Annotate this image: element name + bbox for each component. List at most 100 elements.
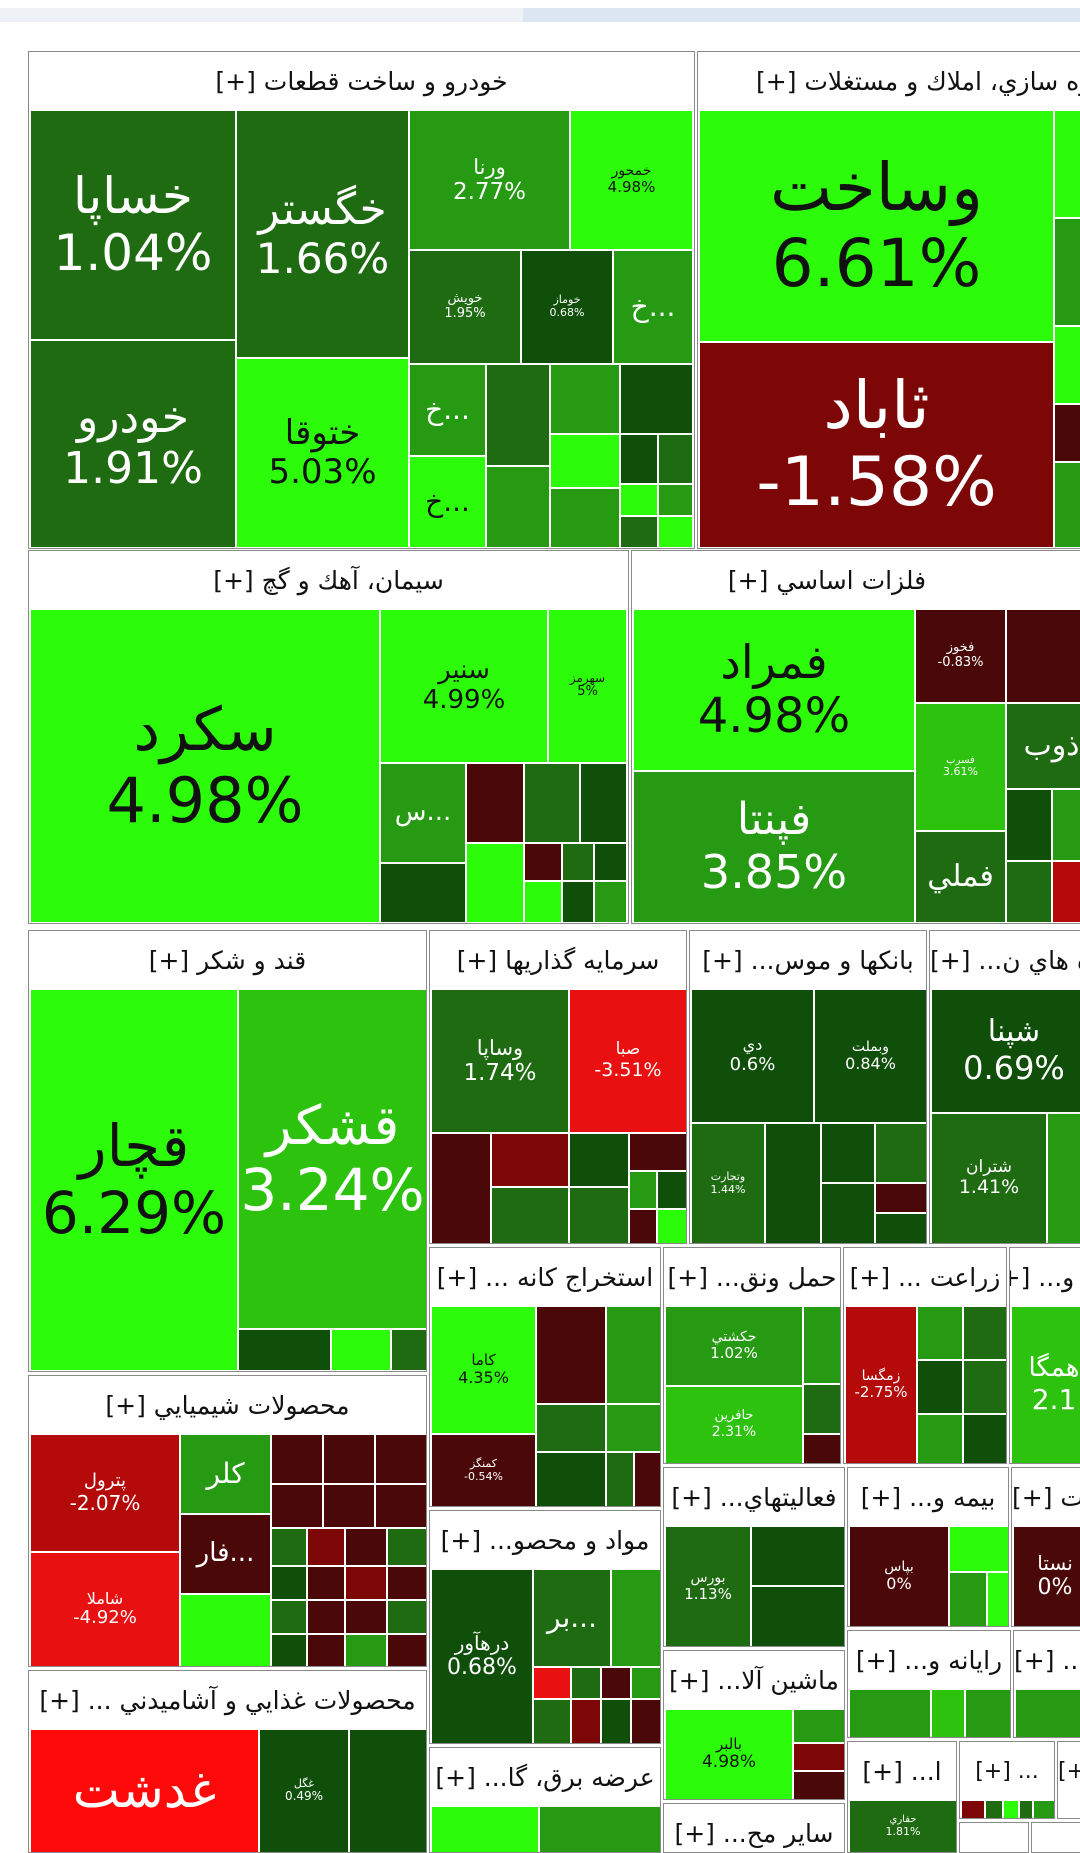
tile-small[interactable] — [490, 1132, 570, 1188]
tile-small[interactable] — [916, 1413, 964, 1463]
tile-khasapa[interactable]: خساپا 1.04% — [29, 109, 237, 341]
sector-title-small1[interactable]: ا... [+] — [862, 1757, 942, 1786]
tile-vbemellat[interactable]: وبملت 0.84% — [813, 988, 926, 1124]
tile-small[interactable] — [1051, 860, 1080, 923]
tile-khatooqa[interactable]: ختوقا 5.03% — [235, 357, 410, 548]
tile-small[interactable] — [179, 1593, 272, 1666]
tile-small[interactable] — [962, 1359, 1006, 1415]
tile-kh-cut-1[interactable]: خ... — [612, 249, 694, 365]
tile-small[interactable] — [619, 363, 694, 435]
tile-small[interactable] — [948, 1571, 988, 1626]
tile-vtejarat[interactable]: وتجارت 1.44% — [690, 1122, 766, 1243]
tile-small[interactable] — [270, 1527, 308, 1567]
tile-varna[interactable]: ورنا 2.77% — [408, 109, 571, 251]
sector-title-pharma[interactable]: فرآورده هاي ن... [+] — [930, 946, 1080, 975]
tile-small[interactable] — [570, 1698, 602, 1743]
sector-title-agri[interactable]: زراعت ... [+] — [849, 1263, 1001, 1292]
tile-sekord[interactable]: سكرد 4.98% — [29, 608, 381, 923]
tile-small[interactable] — [322, 1433, 376, 1485]
tile-small[interactable] — [628, 1208, 658, 1243]
tile-small[interactable] — [270, 1433, 324, 1485]
tile-khomaz[interactable]: خوماز 0.68% — [520, 249, 614, 365]
tile-small[interactable] — [561, 880, 595, 923]
sector-title-metals[interactable]: فلزات اساسي [+] — [727, 566, 927, 595]
tile-ghadasht[interactable]: غدشت — [29, 1728, 260, 1852]
tile-small[interactable] — [630, 1666, 660, 1700]
tile-small[interactable] — [964, 1688, 1010, 1737]
tile-small[interactable] — [344, 1565, 388, 1601]
sector-title-utility[interactable]: عرضه برق، گا... [+] — [435, 1763, 655, 1792]
sector-title-computer[interactable]: رايانه و... [+] — [855, 1646, 1003, 1675]
sector-title-invest[interactable]: سرمايه گذاريها [+] — [456, 946, 660, 975]
tile-small[interactable] — [386, 1527, 426, 1567]
tile-kh-cut-2[interactable]: خ... — [408, 363, 487, 457]
tile-famrad[interactable]: فمراد 4.98% — [632, 608, 916, 772]
tile-fapenta[interactable]: فپنتا 3.85% — [632, 770, 916, 923]
sector-title-other1[interactable]: سا... [+] — [1014, 1646, 1080, 1675]
tile-vasapa[interactable]: وساپا 1.74% — [430, 988, 570, 1134]
tile-fara[interactable]: فار... — [179, 1513, 272, 1595]
tile-small[interactable] — [802, 1383, 840, 1435]
tile-khamhavar[interactable]: خمحور 4.98% — [569, 109, 694, 251]
tile-kama[interactable]: كاما 4.35% — [430, 1305, 537, 1435]
tile-small[interactable] — [1053, 217, 1080, 327]
tile-small[interactable] — [656, 1170, 686, 1210]
tile-vasakht[interactable]: وساخت 6.61% — [698, 109, 1055, 343]
sector-title-materials[interactable]: مواد و محصو... [+] — [440, 1526, 650, 1555]
tile-small[interactable] — [532, 1666, 572, 1700]
tile-zamgesa[interactable]: زمگسا -2.75% — [844, 1305, 918, 1463]
tile-boors[interactable]: بورس 1.13% — [664, 1525, 752, 1646]
tile-darhavar[interactable]: درهآور 0.68% — [430, 1568, 534, 1743]
sector-title-small3[interactable]: [+] — [1058, 1759, 1080, 1784]
tile-small[interactable] — [535, 1403, 607, 1453]
tile-sahormoz[interactable]: سهرمز 5% — [547, 608, 628, 764]
tile-shamla[interactable]: شاملا -4.92% — [29, 1551, 181, 1666]
tile-petrol[interactable]: پترول -2.07% — [29, 1433, 181, 1553]
tile-small[interactable] — [535, 1305, 607, 1405]
tile-small[interactable] — [306, 1565, 346, 1601]
tile-small[interactable] — [1032, 1799, 1054, 1818]
tile-small[interactable] — [960, 1799, 986, 1818]
sector-title-finance[interactable]: فعاليتهاي... [+] — [671, 1483, 837, 1512]
tile-small[interactable] — [386, 1633, 426, 1666]
tile-qshekar[interactable]: قشكر 3.24% — [237, 988, 426, 1330]
tile-shetran[interactable]: شتران 1.41% — [930, 1112, 1048, 1243]
tile-small[interactable] — [1051, 788, 1080, 862]
tile-nasta[interactable]: نستا 0% — [1012, 1525, 1080, 1626]
sector-title-banks[interactable]: بانكها و موس... [+] — [702, 946, 914, 975]
tile-small[interactable] — [237, 1328, 332, 1371]
tile-small[interactable] — [306, 1633, 346, 1666]
tile-small[interactable] — [764, 1122, 822, 1243]
tile-small[interactable] — [633, 1451, 660, 1506]
tile-small[interactable] — [322, 1483, 376, 1529]
tile-small[interactable] — [535, 1451, 607, 1506]
tile-small[interactable] — [916, 1359, 964, 1415]
tile-saba[interactable]: صبا -3.51% — [568, 988, 686, 1134]
tile-fameli[interactable]: فملي — [914, 830, 1007, 923]
tile-small[interactable] — [344, 1633, 388, 1666]
tile-small[interactable] — [792, 1708, 844, 1744]
tile-small[interactable] — [465, 842, 525, 923]
tile-small[interactable] — [986, 1571, 1008, 1626]
sector-title-auto[interactable]: خودرو و ساخت قطعات [+] — [215, 67, 508, 96]
tile-small[interactable] — [568, 1132, 630, 1188]
sector-title-telecom[interactable]: اطلاعات و... [+] — [1010, 1263, 1080, 1292]
tile-small[interactable] — [1005, 788, 1053, 862]
tile-small[interactable] — [1053, 325, 1080, 405]
scrollbar-thumb[interactable] — [523, 8, 1080, 22]
tile-small[interactable] — [561, 842, 595, 882]
tile-fakhoz[interactable]: فخوز -0.83% — [914, 608, 1007, 704]
tile-small[interactable] — [270, 1565, 308, 1601]
sector-title-sugar[interactable]: قند و شكر [+] — [148, 946, 307, 975]
tile-hamga[interactable]: همگا 2.1 — [1010, 1305, 1080, 1463]
tile-small[interactable] — [792, 1742, 844, 1772]
tile-small[interactable] — [390, 1328, 426, 1371]
tile-small[interactable] — [820, 1182, 876, 1243]
tile-small[interactable] — [306, 1599, 346, 1635]
tile-sabad[interactable]: ثاباد -1.58% — [698, 341, 1055, 548]
tile-small[interactable] — [750, 1525, 844, 1587]
tile-small[interactable] — [605, 1451, 635, 1506]
tile-small[interactable] — [593, 880, 628, 923]
tile-small[interactable] — [386, 1599, 426, 1635]
tile-khavish[interactable]: خويش 1.95% — [408, 249, 522, 365]
